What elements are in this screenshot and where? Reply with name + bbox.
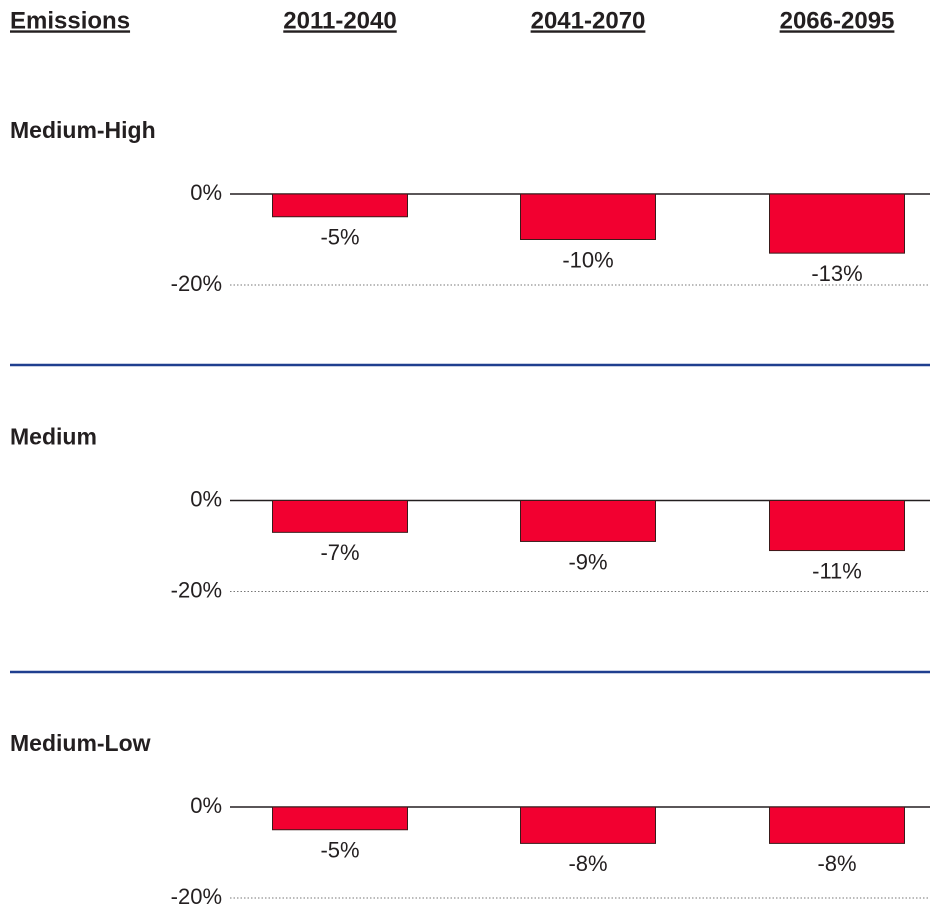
bar <box>769 806 905 844</box>
value-label: -5% <box>320 225 359 250</box>
chart-title: Medium-Low <box>10 730 151 756</box>
bar <box>520 500 656 542</box>
chart-title: Medium <box>10 424 97 450</box>
value-label: -9% <box>568 549 607 574</box>
value-label: -5% <box>320 838 359 863</box>
column-header: 2041-2070 <box>531 7 646 34</box>
y-tick-label: 0% <box>190 486 222 511</box>
value-label: -8% <box>568 851 607 876</box>
column-header: 2011-2040 <box>283 7 396 34</box>
bar <box>520 193 656 240</box>
column-header: 2066-2095 <box>780 7 895 34</box>
y-tick-label: 0% <box>190 180 222 205</box>
value-label: -10% <box>562 247 613 272</box>
header-title: Emissions <box>10 7 130 34</box>
y-tick-label: -20% <box>171 884 222 909</box>
y-tick-label: -20% <box>171 577 222 602</box>
bar <box>769 500 905 552</box>
value-label: -8% <box>817 851 856 876</box>
value-label: -13% <box>811 261 862 286</box>
bar <box>769 193 905 254</box>
bar <box>520 806 656 844</box>
bar <box>272 500 408 533</box>
y-tick-label: -20% <box>171 271 222 296</box>
bar <box>272 193 408 218</box>
value-label: -7% <box>320 540 359 565</box>
chart-title: Medium-High <box>10 117 156 143</box>
value-label: -11% <box>812 558 862 583</box>
y-tick-label: 0% <box>190 793 222 818</box>
bar <box>272 806 408 831</box>
